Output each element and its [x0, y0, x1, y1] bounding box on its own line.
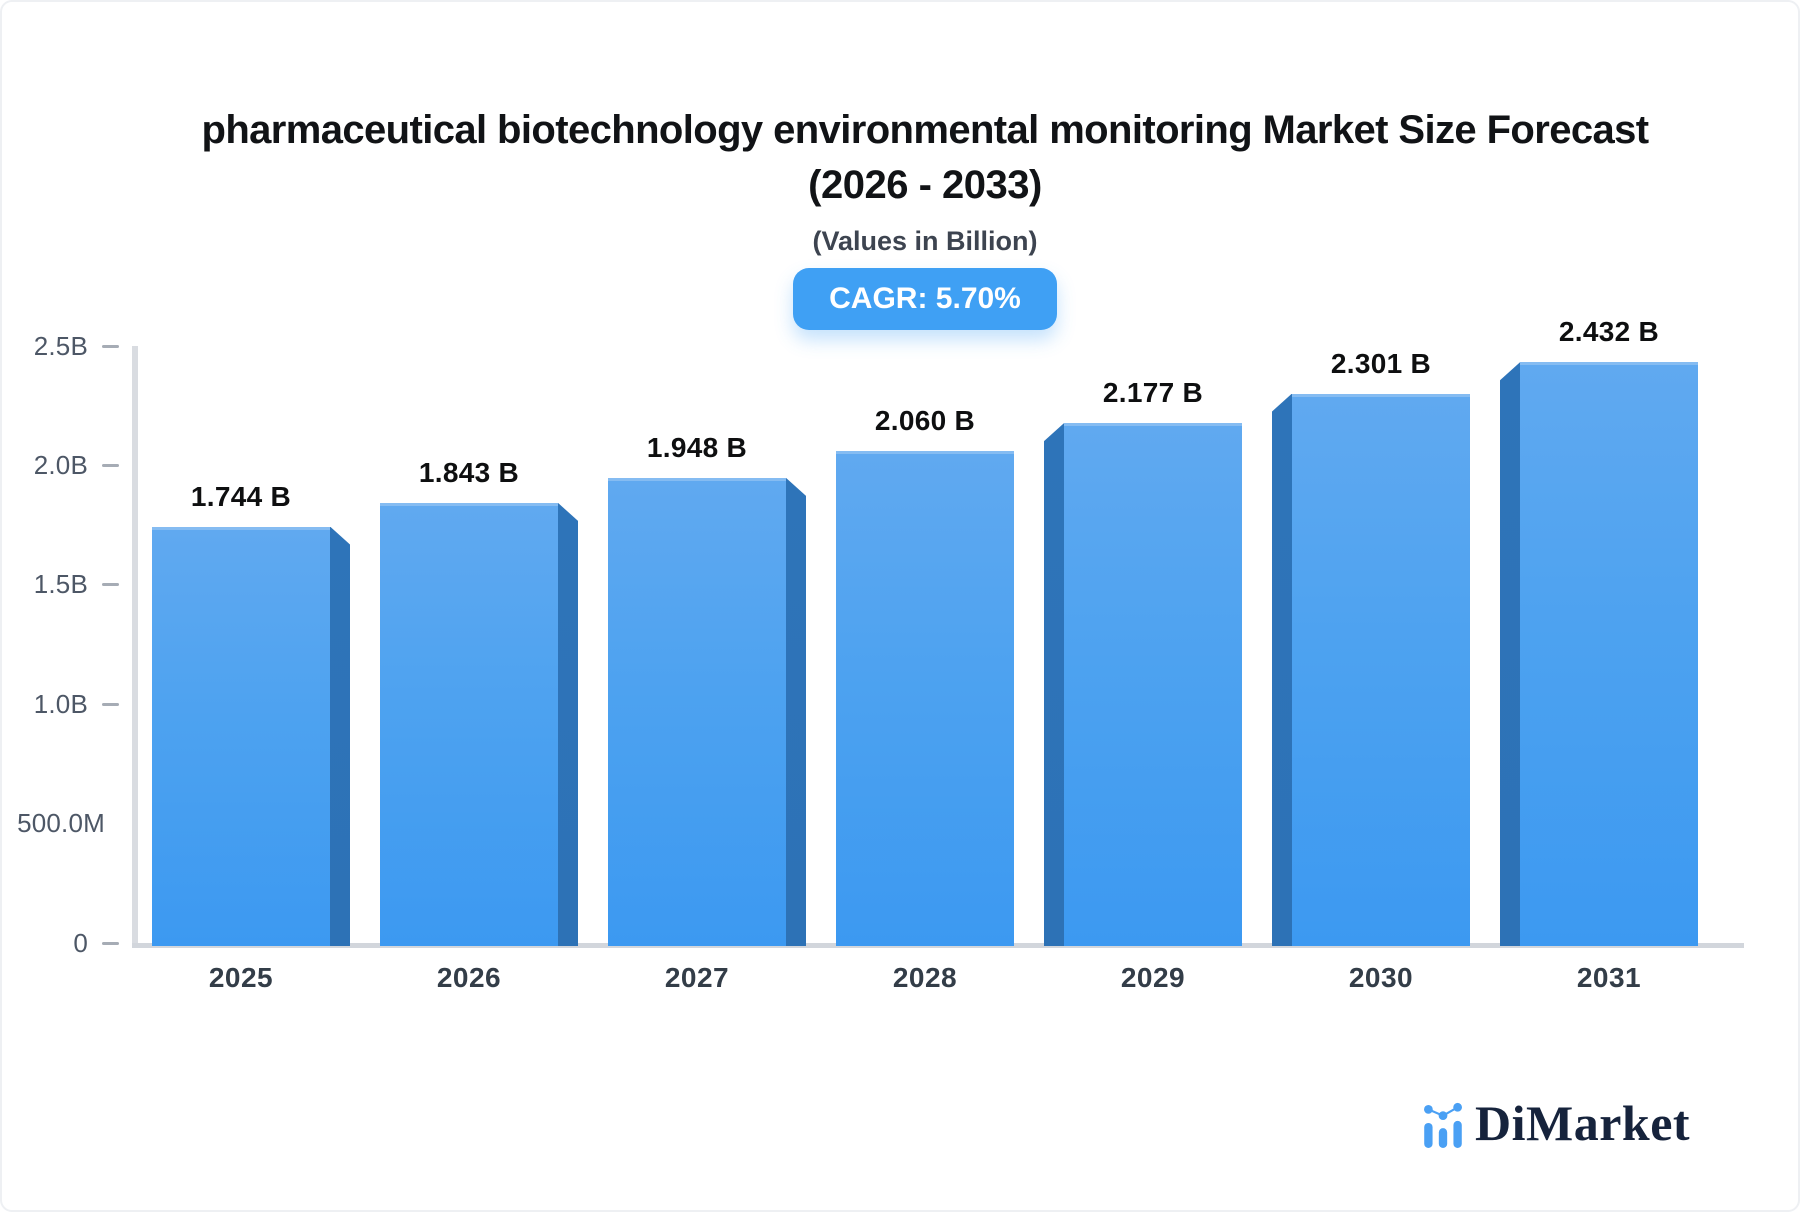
- y-tick-1.0B: 1.0B: [2, 688, 119, 720]
- x-axis-label-2029: 2029: [1120, 962, 1186, 993]
- x-axis-label-2025: 2025: [208, 962, 274, 993]
- x-axis-label-2030: 2030: [1348, 962, 1414, 993]
- bar-2026[interactable]: [380, 502, 558, 946]
- y-tick-0: 0: [2, 927, 119, 959]
- bar-side-2027: [786, 477, 806, 946]
- y-tick-mark: [102, 702, 119, 706]
- y-tick-2.5B: 2.5B: [2, 330, 119, 362]
- x-axis-label-2027: 2027: [664, 962, 730, 993]
- bar-value-label-2030: 2.301 B: [1330, 347, 1432, 379]
- x-axis-label-2028: 2028: [892, 962, 958, 993]
- bar-side-2029: [1044, 423, 1064, 946]
- x-axis-label-2031: 2031: [1576, 962, 1642, 993]
- y-tick-1.5B: 1.5B: [2, 569, 119, 601]
- dimarket-logo-icon: [1424, 1102, 1462, 1148]
- x-axis-label-2026: 2026: [436, 962, 502, 993]
- bar-side-2031: [1500, 362, 1520, 946]
- bar-2028[interactable]: [836, 451, 1014, 946]
- bar-value-label-2028: 2.060 B: [874, 405, 976, 437]
- y-tick-mark: [102, 941, 119, 945]
- y-tick-label: 2.5B: [33, 330, 88, 361]
- bar-2029[interactable]: [1064, 423, 1242, 946]
- bar-value-label-2026: 1.843 B: [418, 456, 520, 488]
- bar-value-label-2031: 2.432 B: [1558, 316, 1660, 348]
- cagr-badge: CAGR: 5.70%: [793, 268, 1057, 330]
- y-tick-mark: [102, 463, 119, 467]
- y-tick-label: 2.0B: [33, 449, 88, 480]
- dimarket-watermark: DiMarket: [1423, 1098, 1690, 1148]
- bar-2027[interactable]: [608, 477, 786, 946]
- y-tick-mark: [102, 583, 119, 587]
- bar-value-label-2027: 1.948 B: [646, 431, 748, 463]
- y-tick-label: 1.0B: [33, 688, 88, 719]
- y-tick-mark: [102, 344, 119, 348]
- bar-2030[interactable]: [1292, 393, 1470, 946]
- bar-2031[interactable]: [1520, 362, 1698, 946]
- y-tick-label: 0: [73, 927, 88, 958]
- bar-value-label-2025: 1.744 B: [190, 480, 292, 512]
- y-axis-line: [132, 346, 138, 948]
- y-tick-label: 500.0M: [17, 808, 105, 839]
- y-tick-2.0B: 2.0B: [2, 449, 119, 481]
- dimarket-logo-text: DiMarket: [1475, 1095, 1691, 1151]
- bar-side-2026: [558, 502, 578, 946]
- bar-2025[interactable]: [152, 526, 330, 946]
- y-tick-label: 1.5B: [33, 569, 88, 600]
- y-tick-500.0M: 500.0M: [2, 808, 119, 840]
- bar-side-2025: [330, 526, 350, 946]
- bar-side-2030: [1272, 393, 1292, 946]
- bar-value-label-2029: 2.177 B: [1102, 377, 1204, 409]
